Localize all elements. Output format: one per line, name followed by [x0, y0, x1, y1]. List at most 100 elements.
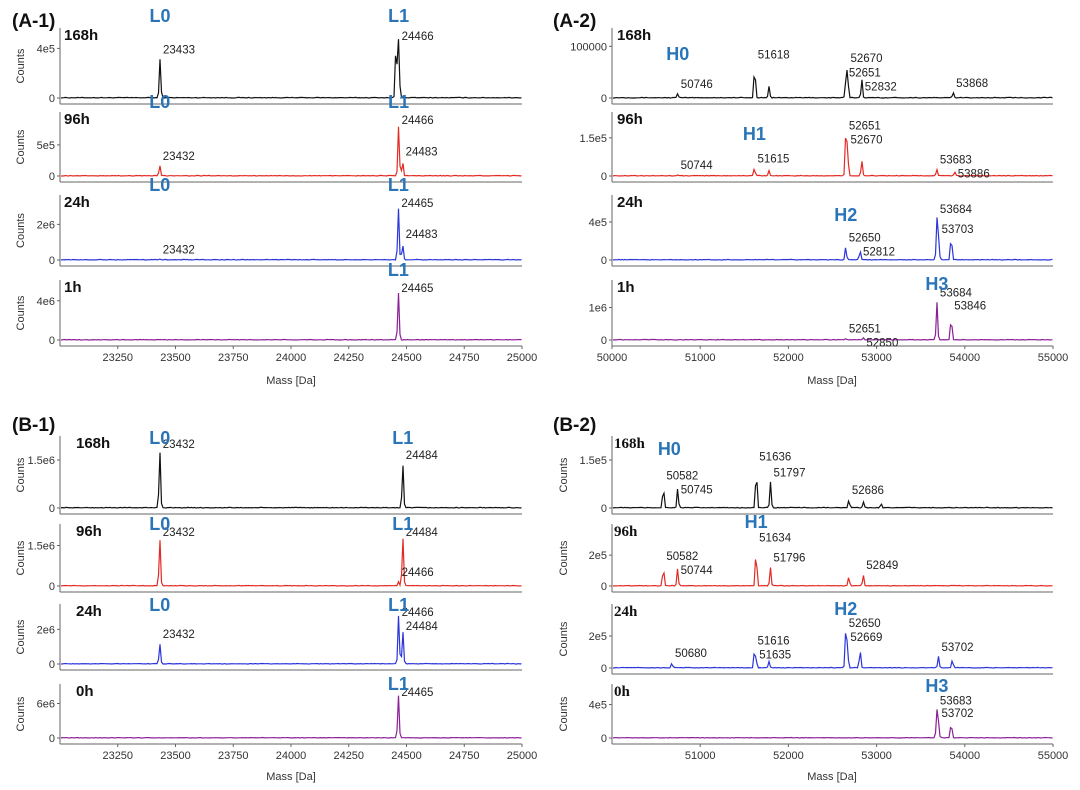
chain-label-l1: L1: [392, 428, 413, 448]
y-tick-label: 0: [601, 335, 607, 347]
trace-96h: 0 5e5 Counts 96h 23432 24466 24483 L0 L1: [15, 92, 522, 183]
y-tick-label: 1.5e5: [579, 133, 607, 145]
x-tick-label: 51000: [685, 352, 716, 364]
y-tick-label: 100000: [570, 41, 607, 53]
trace-168h: 01.5e6Counts168h 2343224484L0 L1: [15, 428, 522, 515]
spectrum-line: [61, 293, 522, 340]
x-tick-label: 50000: [597, 352, 628, 364]
peak-label: 53684: [940, 204, 973, 216]
x-tick-label: 52000: [773, 750, 804, 762]
x-tick-label: 23250: [102, 750, 133, 762]
y-tick-label: 2e6: [37, 624, 55, 636]
y-axis-title: Counts: [15, 619, 27, 654]
spectrum-line: [613, 709, 1053, 738]
y-tick-label: 0: [601, 581, 607, 593]
x-tick-label: 51000: [685, 750, 716, 762]
trace-name: 96h: [617, 111, 643, 128]
x-axis-title: Mass [Da]: [266, 375, 316, 387]
y-tick-label: 1.5e6: [27, 541, 55, 553]
chain-label-l1: L1: [388, 6, 409, 26]
peak-label: 23432: [163, 151, 195, 163]
trace-name: 24h: [617, 194, 643, 211]
y-tick-label: 0: [49, 335, 55, 347]
peak-label: 51636: [759, 451, 791, 463]
y-tick-label: 1.5e5: [579, 455, 607, 467]
mass-spectra-figure: (A-1)04e5Counts168h2343324466L0 L105e5Cou…: [0, 0, 1080, 790]
peak-label: 52651: [849, 324, 881, 336]
peak-label: 53683: [940, 695, 972, 707]
peak-label: 24483: [406, 229, 438, 241]
y-axis-title: Counts: [15, 540, 27, 575]
peak-label: 52850: [866, 338, 898, 350]
peak-label: 51615: [757, 153, 789, 165]
y-tick-label: 0: [601, 663, 607, 675]
y-tick-label: 5e5: [37, 140, 55, 152]
chain-label-l0: L0: [150, 6, 171, 26]
y-tick-label: 1e6: [589, 303, 607, 315]
peak-label: 52651: [849, 120, 881, 132]
y-tick-label: 4e6: [37, 296, 55, 308]
chain-label-l1: L1: [388, 175, 409, 195]
peak-label: 53846: [954, 301, 986, 313]
chain-label-h0: H0: [658, 439, 681, 459]
trace-name: 168h: [64, 27, 98, 44]
y-tick-label: 0: [601, 733, 607, 745]
y-axis-title: Counts: [558, 540, 570, 575]
x-tick-label: 55000: [1038, 352, 1069, 364]
peak-label: 53868: [956, 78, 988, 90]
peak-label: 52650: [849, 618, 881, 630]
chart-panel-3: (B-2) 0 1.5e5 Counts 168h 50582 50745 51636 5179…: [553, 415, 1068, 783]
peak-label: 51797: [773, 467, 805, 479]
peak-label: 50744: [681, 160, 714, 172]
chart-panel-0: (A-1) 0 4e5 Counts 168h 23433 24466 L0 L1 0 5e5 Cou…: [12, 6, 537, 387]
chain-label-l0: L0: [149, 175, 170, 195]
y-tick-label: 0: [601, 503, 607, 515]
y-tick-label: 1.5e6: [27, 455, 55, 467]
x-tick-label: 25000: [507, 352, 538, 364]
y-tick-label: 4e5: [37, 43, 55, 55]
peak-label: 50582: [666, 551, 698, 563]
y-axis-title: Counts: [558, 621, 570, 656]
trace-24h: 04e524h52650528125368453703H2: [589, 194, 1053, 267]
trace-168h: 0100000168h5074651618 526705265152832 5386…: [570, 27, 1053, 105]
trace-name: 1h: [617, 279, 635, 296]
peak-label: 52670: [850, 53, 882, 65]
peak-label: 52669: [850, 632, 882, 644]
x-axis-title: Mass [Da]: [807, 375, 857, 387]
trace-1h: 0 4e6 Counts 1h 24465 L1: [15, 260, 522, 347]
y-tick-label: 0: [49, 93, 55, 105]
y-tick-label: 0: [49, 659, 55, 671]
trace-name: 168h: [614, 436, 646, 452]
y-tick-label: 4e5: [589, 700, 607, 712]
peak-label: 24465: [401, 283, 433, 295]
peak-label: 24465: [401, 198, 433, 210]
chain-label-h3: H3: [925, 676, 948, 696]
x-axis-title: Mass [Da]: [807, 771, 857, 783]
y-tick-label: 0: [49, 171, 55, 183]
spectrum-line: [61, 696, 522, 738]
chain-label-h0: H0: [666, 44, 689, 64]
trace-name: 96h: [76, 523, 102, 540]
trace-name: 24h: [64, 194, 90, 211]
y-tick-label: 0: [601, 171, 607, 183]
trace-name: 96h: [64, 111, 90, 128]
peak-label: 53702: [942, 708, 974, 720]
peak-label: 52832: [865, 82, 897, 94]
spectrum-line: [61, 127, 522, 176]
peak-label: 24466: [402, 567, 434, 579]
peak-label: 23432: [163, 629, 195, 641]
y-tick-label: 0: [49, 503, 55, 515]
chain-label-l1: L1: [388, 92, 409, 112]
y-axis-title: Counts: [558, 696, 570, 731]
chain-label-h1: H1: [743, 124, 766, 144]
peak-label: 24466: [402, 115, 434, 127]
x-tick-label: 23250: [102, 352, 133, 364]
y-axis-title: Counts: [15, 295, 27, 330]
peak-label: 50582: [666, 471, 698, 483]
spectrum-line: [613, 560, 1053, 587]
x-tick-label: 24250: [333, 750, 364, 762]
y-tick-label: 2e5: [589, 631, 607, 643]
y-axis-title: Counts: [15, 213, 27, 248]
